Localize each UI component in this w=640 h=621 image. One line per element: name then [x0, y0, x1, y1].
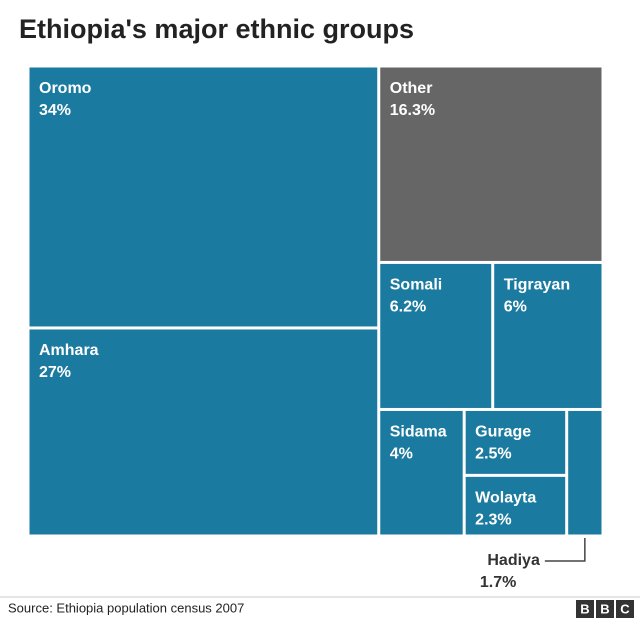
value-label: 16.3% — [390, 102, 435, 119]
tile — [493, 262, 603, 409]
tile — [464, 409, 567, 475]
tile — [28, 66, 379, 328]
value-label: 1.7% — [480, 574, 516, 591]
tile-label: Oromo — [39, 80, 92, 97]
tile — [379, 409, 464, 536]
tile — [567, 409, 603, 536]
logo-letter: C — [620, 601, 630, 616]
logo-box — [596, 600, 614, 618]
tile — [28, 328, 379, 536]
tile — [379, 262, 493, 409]
value-label: 6% — [504, 299, 527, 316]
tile-label: Somali — [390, 277, 442, 294]
logo-letter: B — [600, 601, 609, 616]
value-label: 34% — [39, 102, 71, 119]
tile — [464, 475, 567, 536]
chart-title: Ethiopia's major ethnic groups — [19, 14, 414, 44]
value-label: 2.3% — [475, 512, 511, 529]
tile — [379, 66, 603, 262]
logo-box — [616, 600, 634, 618]
logo-box — [576, 600, 594, 618]
value-label: 2.5% — [475, 446, 511, 463]
tile-label: Tigrayan — [504, 277, 570, 294]
tile-label: Other — [390, 80, 433, 97]
leader-line — [544, 538, 586, 562]
tile-label: Hadiya — [487, 552, 540, 569]
value-label: 4% — [390, 446, 413, 463]
logo-letter: B — [580, 601, 589, 616]
tile-label: Amhara — [39, 342, 99, 359]
value-label: 6.2% — [390, 299, 426, 316]
source: Source: Ethiopia population census 2007 — [8, 600, 244, 615]
tile-label: Wolayta — [475, 490, 536, 507]
tile-label: Sidama — [390, 424, 447, 441]
value-label: 27% — [39, 364, 71, 381]
tile-label: Gurage — [475, 424, 531, 441]
